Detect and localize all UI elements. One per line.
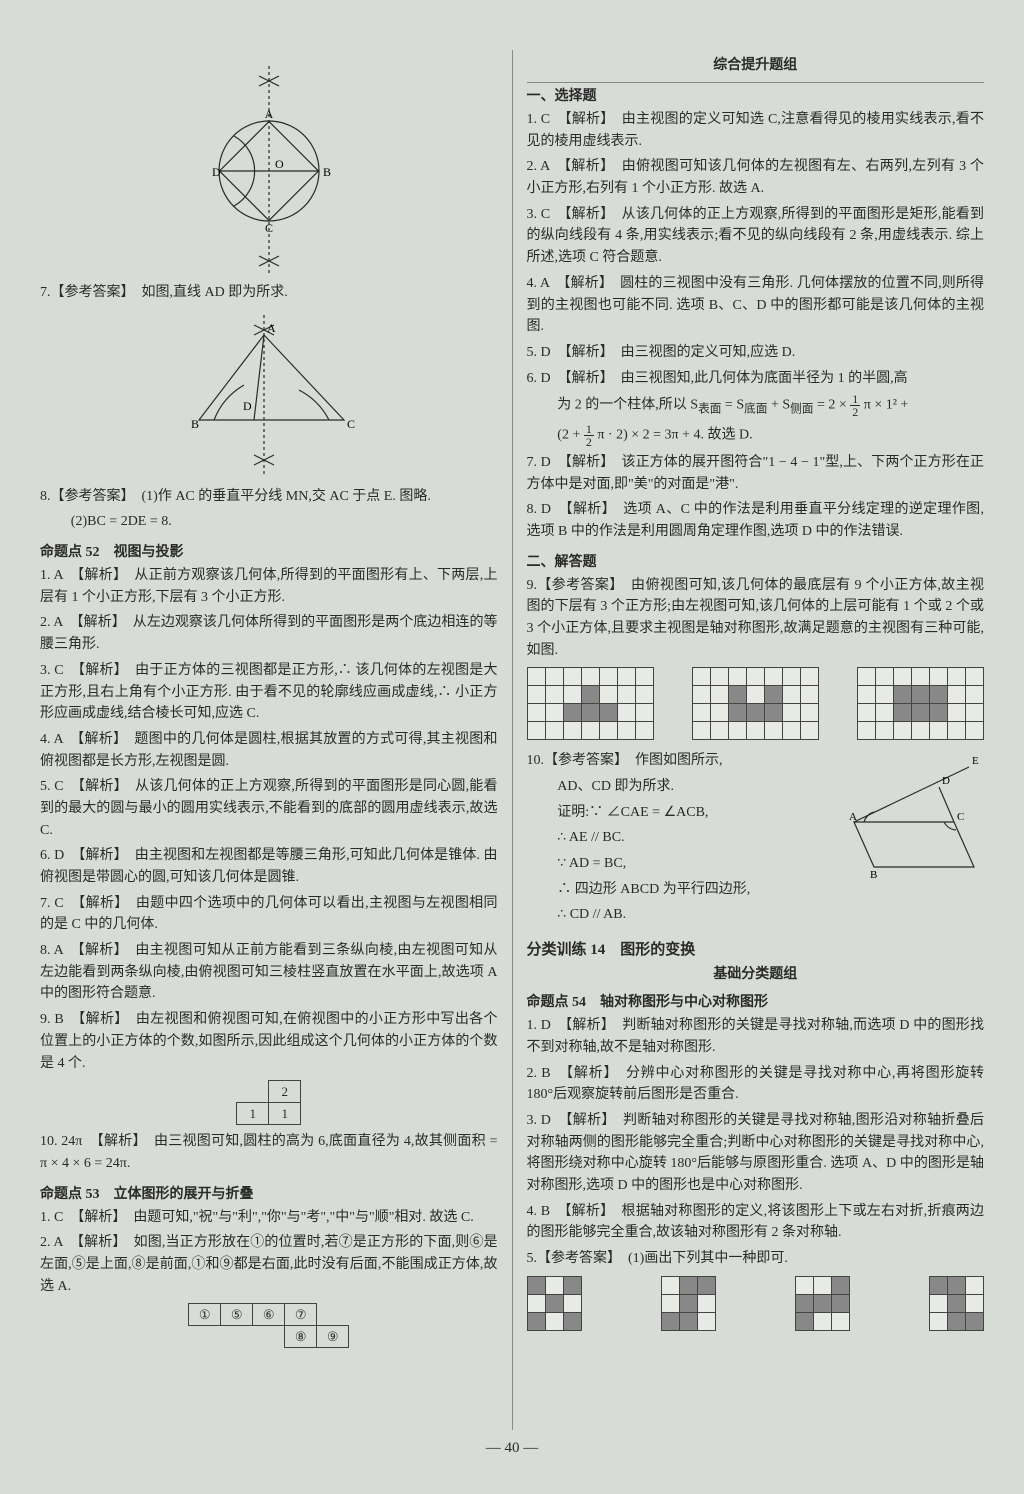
q7: 7.【参考答案】 如图,直线 AD 即为所求. [40,282,498,304]
t53-2: 2. A 【解析】 如图,当正方形放在①的位置时,若⑦是正方形的下面,则⑥是左面… [40,1232,498,1297]
svg-text:A: A [267,321,276,335]
t52-9: 9. B 【解析】 由左视图和俯视图可知,在俯视图中的小正方形中写出各个位置上的… [40,1009,498,1074]
r6c: (2 + 12 π · 2) × 2 = 3π + 4. 故选 D. [527,423,985,448]
section-answer: 二、解答题 [527,551,985,571]
r10f: ∴ 四边形 ABCD 为平行四边形, [527,879,839,901]
r10e: ∵ AD = BC, [527,853,839,875]
svg-text:B: B [191,417,199,431]
r6b: 为 2 的一个柱体,所以 S表面 = S底面 + S侧面 = 2 × 12 π … [527,393,985,419]
txt: 为 2 的一个柱体,所以 S [557,398,698,413]
r3: 3. C 【解析】 从该几何体的正上方观察,所得到的平面图形是矩形,能看到的纵向… [527,204,985,269]
left-column: A B C D O 7.【参考答案】 如图,直线 AD 即为所求. A [40,50,498,1430]
svg-text:C: C [265,221,273,235]
svg-text:A: A [264,107,273,121]
svg-text:B: B [870,869,877,881]
svg-text:A: A [849,811,857,823]
t52-10: 10. 24π 【解析】 由三视图可知,圆柱的高为 6,底面直径为 4,故其侧面… [40,1131,498,1174]
sym-c [795,1276,850,1331]
q8b: (2)BC = 2DE = 8. [40,511,498,533]
right-column: 综合提升题组 一、选择题 1. C 【解析】 由主视图的定义可知选 C,注意看得… [527,50,985,1430]
cell: ⑥ [253,1304,285,1326]
r10g: ∴ CD // AB. [527,904,839,926]
figure-parallelogram: A E D C B [844,752,984,924]
cell: ① [189,1304,221,1326]
svg-text:D: D [942,775,950,787]
r5: 5. D 【解析】 由三视图的定义可知,应选 D. [527,342,985,364]
t52-5: 5. C 【解析】 从该几何体的正上方观察,所得到的平面图形是同心圆,能看到的最… [40,776,498,841]
cell: 1 [237,1103,269,1125]
unfold-table: ① ⑤ ⑥ ⑦ ⑧ ⑨ [40,1303,498,1348]
r1: 1. C 【解析】 由主视图的定义可知选 C,注意看得见的棱用实线表示,看不见的… [527,109,985,152]
r2: 2. A 【解析】 由俯视图可知该几何体的左视图有左、右两列,左列有 3 个小正… [527,156,985,199]
txt: π · 2) × 2 = 3π + 4. 故选 D. [594,428,753,443]
r9: 9.【参考答案】 由俯视图可知,该几何体的最底层有 9 个小正方体,故主视图的下… [527,575,985,662]
t52-2: 2. A 【解析】 从左边观察该几何体所得到的平面图形是两个底边相连的等腰三角形… [40,612,498,655]
svg-text:D: D [243,399,252,413]
page-number: — 40 — [40,1440,984,1457]
cell: 1 [269,1103,301,1125]
symmetry-grids [527,1276,985,1331]
section-choice: 一、选择题 [527,82,985,105]
r6a: 6. D 【解析】 由三视图知,此几何体为底面半径为 1 的半圆,高 [527,368,985,390]
r4: 4. A 【解析】 圆柱的三视图中没有三角形. 几何体摆放的位置不同,则所得到的… [527,273,985,338]
figure-triangle: A B C D [40,310,498,480]
txt: = S [721,398,744,413]
q8a: 8.【参考答案】 (1)作 AC 的垂直平分线 MN,交 AC 于点 E. 图略… [40,486,498,508]
t54-4: 4. B 【解析】 根据轴对称图形的定义,将该图形上下或左右对折,折痕两边的图形… [527,1201,985,1244]
title-comprehensive: 综合提升题组 [527,54,985,74]
figure-circle-square: A B C D O [40,56,498,276]
t52-4: 4. A 【解析】 题图中的几何体是圆柱,根据其放置的方式可得,其主视图和俯视图… [40,729,498,772]
txt: π × 1² + [860,398,908,413]
svg-text:E: E [972,755,979,767]
sym-d [929,1276,984,1331]
column-divider [512,50,513,1430]
r10d: ∴ AE // BC. [527,827,839,849]
t52-7: 7. C 【解析】 由题中四个选项中的几何体可以看出,主视图与左视图相同的是 C… [40,893,498,936]
t54-1: 1. D 【解析】 判断轴对称图形的关键是寻找对称轴,而选项 D 中的图形找不到… [527,1015,985,1058]
three-views-row [527,667,985,740]
cell: ⑤ [221,1304,253,1326]
topic-52: 命题点 52 视图与投影 [40,541,498,561]
topic-54: 命题点 54 轴对称图形与中心对称图形 [527,991,985,1011]
cell: ⑧ [285,1326,317,1348]
txt: + S [767,398,790,413]
t52-6: 6. D 【解析】 由主视图和左视图都是等腰三角形,可知此几何体是锥体. 由俯视… [40,845,498,888]
t52-8: 8. A 【解析】 由主视图可知从正前方能看到三条纵向棱,由左视图可知从左边能看… [40,940,498,1005]
t52-3: 3. C 【解析】 由于正方体的三视图都是正方形,∴ 该几何体的左视图是大正方形… [40,660,498,725]
grid-c [857,667,984,740]
t54-3: 3. D 【解析】 判断轴对称图形的关键是寻找对称轴,图形沿对称轴折叠后对称轴两… [527,1110,985,1197]
svg-text:C: C [347,417,355,431]
r8: 8. D 【解析】 选项 A、C 中的作法是利用垂直平分线定理的逆定理作图,选项… [527,499,985,542]
cube-count-table: 2 11 [40,1080,498,1125]
svg-text:B: B [323,165,331,179]
txt: (2 + [557,428,584,443]
cell: ⑦ [285,1304,317,1326]
t54-5: 5.【参考答案】 (1)画出下列其中一种即可. [527,1248,985,1270]
cell: ⑨ [317,1326,349,1348]
r10b: AD、CD 即为所求. [527,776,839,798]
r10a: 10.【参考答案】 作图如图所示, [527,750,839,772]
t54-2: 2. B 【解析】 分辨中心对称图形的关键是寻找对称中心,再将图形旋转 180°… [527,1063,985,1106]
svg-text:O: O [275,157,284,171]
r7: 7. D 【解析】 该正方体的展开图符合"1 − 4 − 1"型,上、下两个正方… [527,452,985,495]
sub: 表面 [698,403,721,416]
grid-b [692,667,819,740]
sub: 侧面 [790,403,813,416]
grid-a [527,667,654,740]
svg-text:C: C [957,811,964,823]
sym-b [661,1276,716,1331]
t53-1: 1. C 【解析】 由题可知,"祝"与"利","你"与"考","中"与"顺"相对… [40,1207,498,1229]
svg-text:D: D [212,165,221,179]
txt: = 2 × [813,398,850,413]
title-training14: 分类训练 14 图形的变换 [527,938,985,959]
sub: 底面 [744,403,767,416]
cell: 2 [269,1081,301,1103]
t52-1: 1. A 【解析】 从正前方观察该几何体,所得到的平面图形有上、下两层,上层有 … [40,565,498,608]
topic-53: 命题点 53 立体图形的展开与折叠 [40,1183,498,1203]
title-basic: 基础分类题组 [527,963,985,983]
sym-a [527,1276,582,1331]
r10c: 证明:∵ ∠CAE = ∠ACB, [527,802,839,824]
